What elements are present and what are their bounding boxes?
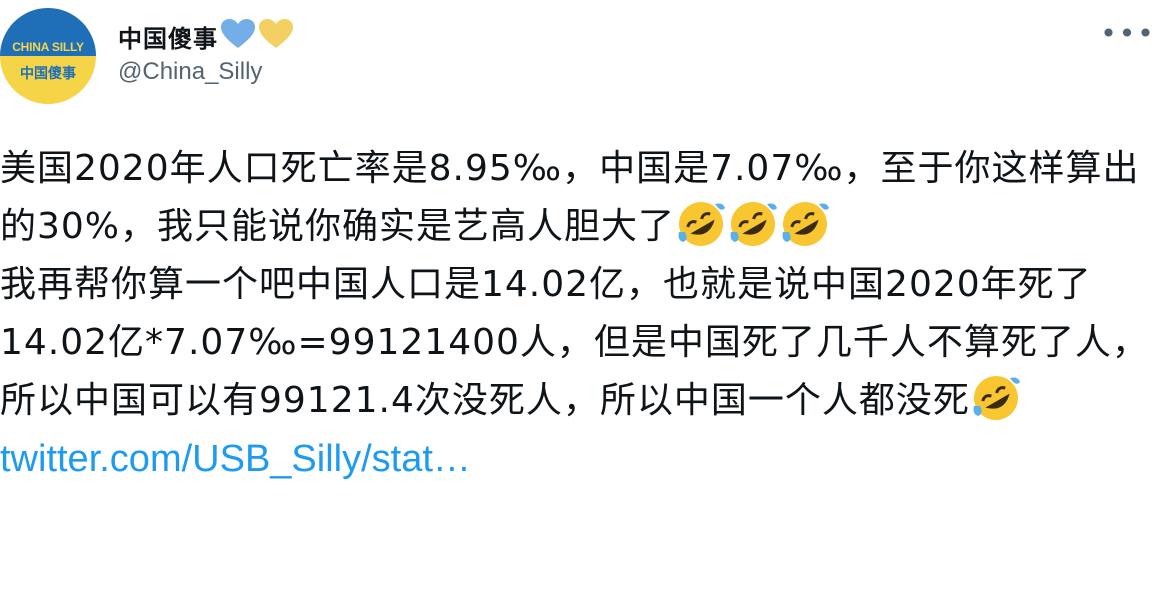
author-name-row[interactable]: 中国傻事: [118, 18, 294, 54]
avatar-text-english: CHINA SILLY: [12, 40, 84, 54]
yellow-heart-icon: [258, 18, 294, 54]
rolling-on-floor-laughing-icon: [675, 198, 727, 250]
tweet-text-line-1: 美国2020年人口死亡率是8.95‰，中国是7.07‰，至于你这样算出的30%，…: [0, 148, 1140, 247]
display-name[interactable]: 中国傻事: [118, 24, 218, 53]
tweet-text: 美国2020年人口死亡率是8.95‰，中国是7.07‰，至于你这样算出的30%，…: [0, 140, 1150, 489]
more-options-button[interactable]: •••: [1100, 16, 1156, 50]
avatar-text-chinese: 中国傻事: [20, 66, 76, 82]
avatar[interactable]: CHINA SILLY 中国傻事: [0, 8, 96, 104]
tweet-paragraph-2: 我再帮你算一个吧中国人口是14.02亿，也就是说中国2020年死了14.02亿*…: [0, 256, 1150, 430]
user-handle[interactable]: @China_Silly: [118, 58, 263, 85]
tweet-paragraph-1: 美国2020年人口死亡率是8.95‰，中国是7.07‰，至于你这样算出的30%，…: [0, 140, 1150, 256]
rolling-on-floor-laughing-icon: [727, 198, 779, 250]
tweet-link[interactable]: twitter.com/USB_Silly/stat…: [0, 438, 471, 480]
blue-heart-icon: [220, 18, 256, 54]
rolling-on-floor-laughing-icon: [779, 198, 831, 250]
tweet-text-line-2: 我再帮你算一个吧中国人口是14.02亿，也就是说中国2020年死了14.02亿*…: [0, 264, 1149, 421]
rolling-on-floor-laughing-icon: [970, 372, 1022, 424]
tweet-link-paragraph: twitter.com/USB_Silly/stat…: [0, 430, 1150, 489]
